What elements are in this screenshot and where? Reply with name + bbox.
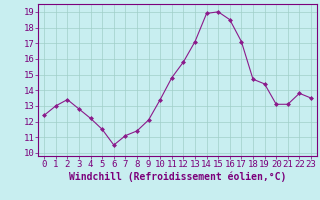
X-axis label: Windchill (Refroidissement éolien,°C): Windchill (Refroidissement éolien,°C) <box>69 172 286 182</box>
